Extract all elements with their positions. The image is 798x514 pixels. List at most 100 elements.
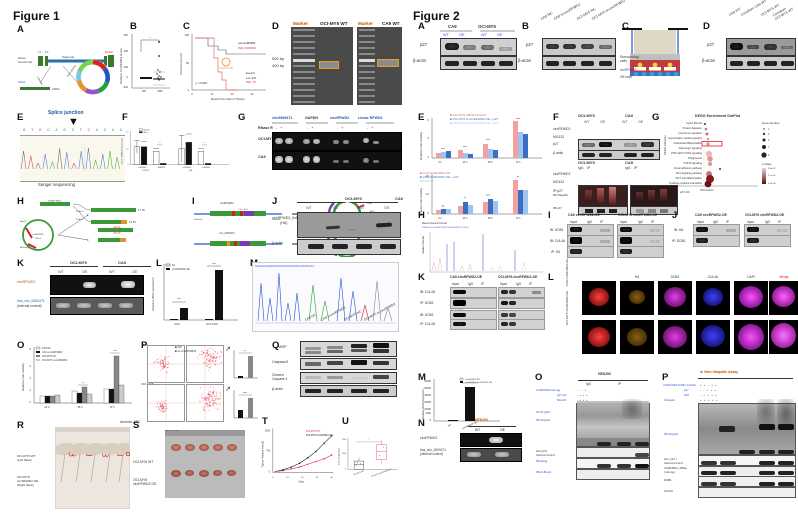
svg-text:1500: 1500 <box>265 429 271 432</box>
svg-text:CA9 NC: CA9 NC <box>42 347 51 350</box>
svg-text:cells: cells <box>620 59 627 63</box>
svg-text:48 h: 48 h <box>488 217 493 220</box>
svg-text:4: 4 <box>30 376 32 380</box>
svg-text:ns: ns <box>442 205 445 208</box>
svg-text:**: ** <box>82 382 84 385</box>
svg-text:CA9 si-circRFWD2: CA9 si-circRFWD2 <box>42 351 63 354</box>
svg-text:6: 6 <box>428 118 430 122</box>
svg-text:F1': F1' <box>45 50 49 54</box>
svg-text:KMEEGQVLSDIGATIPNSNTDEQLKENLPK: KMEEGQVLSDIGATIPNSNTDEQLKENLPK (DOB1) <box>422 226 469 229</box>
svg-text:24 h: 24 h <box>463 217 468 220</box>
svg-text:Protein digestion: Protein digestion <box>683 126 703 130</box>
svg-text:0: 0 <box>127 164 128 166</box>
svg-text:0: 0 <box>127 75 129 79</box>
svg-text:Genomic Site: Genomic Site <box>18 61 33 64</box>
svg-text:Relative RNA expression: Relative RNA expression <box>151 277 155 311</box>
svg-text:24 h: 24 h <box>44 405 50 409</box>
svg-text:OCI-MY5 WT: OCI-MY5 WT <box>353 470 365 476</box>
svg-text:50000: 50000 <box>424 387 431 390</box>
svg-text:60000: 60000 <box>424 380 431 383</box>
svg-text:Focal adhesion pathway: Focal adhesion pathway <box>674 166 703 170</box>
svg-text:spRNA: spRNA <box>18 81 26 84</box>
svg-text:Tumor Volume (mm3): Tumor Volume (mm3) <box>261 441 265 468</box>
svg-text:Th17 cell differentiation: Th17 cell differentiation <box>675 176 702 180</box>
svg-text:Days: Days <box>299 481 305 484</box>
svg-text:2: 2 <box>30 388 32 392</box>
svg-text:**: ** <box>517 175 520 179</box>
svg-text:OE cells: OE cells <box>620 75 632 79</box>
svg-text:circRFWD2: circRFWD2 <box>32 233 44 236</box>
svg-text:30: 30 <box>316 477 319 479</box>
svg-text:*: * <box>368 440 369 442</box>
svg-text:1500: 1500 <box>342 439 346 441</box>
svg-text:R2': R2' <box>109 50 114 54</box>
svg-text:**: ** <box>464 197 466 200</box>
svg-text:CA9: CA9 <box>174 322 180 326</box>
svg-text:Probe 1: Probe 1 <box>76 210 84 213</box>
svg-text:0 h: 0 h <box>438 217 442 220</box>
svg-text:relative mRNA expression level: relative mRNA expression level <box>121 138 124 165</box>
svg-text:400: 400 <box>124 49 129 53</box>
svg-text:Cytokine-cytokine interaction: Cytokine-cytokine interaction <box>669 181 703 185</box>
svg-text:40000: 40000 <box>424 394 431 397</box>
svg-text:***: *** <box>203 143 205 145</box>
svg-text:TGF-B signaling: TGF-B signaling <box>683 161 702 165</box>
svg-text:***: *** <box>159 143 161 145</box>
svg-text:72 h: 72 h <box>516 217 521 220</box>
svg-text:****: **** <box>243 391 247 395</box>
svg-text:OCI-MY5 WT: OCI-MY5 WT <box>306 430 321 433</box>
svg-text:Human: Human <box>18 57 26 60</box>
svg-text:**: ** <box>244 349 246 353</box>
svg-text:circRFWD2-OE: circRFWD2-OE <box>172 267 190 271</box>
svg-text:600: 600 <box>124 33 129 37</box>
svg-text:20: 20 <box>301 477 304 479</box>
svg-text:1: 1 <box>768 128 770 131</box>
svg-text:Osteoclast differentiation: Osteoclast differentiation <box>674 141 703 145</box>
svg-text:Wnt signaling pathway: Wnt signaling pathway <box>676 171 703 175</box>
svg-text:5.0e-03: 5.0e-03 <box>768 183 776 185</box>
svg-text:****: **** <box>463 145 467 149</box>
svg-text:***: *** <box>212 262 216 266</box>
svg-text:0: 0 <box>428 155 430 159</box>
svg-text:mRNA: mRNA <box>52 87 60 91</box>
svg-text:3: 3 <box>428 136 430 140</box>
svg-text:72 h: 72 h <box>109 405 115 409</box>
svg-text:circRFWD2: circRFWD2 <box>183 167 192 169</box>
svg-text:circRFWD2: circRFWD2 <box>620 68 637 72</box>
svg-text:Linearize: Linearize <box>36 76 44 86</box>
svg-text:OCI-MY5: OCI-MY5 <box>206 322 218 326</box>
svg-text:linRFWD2: linRFWD2 <box>203 167 211 169</box>
svg-text:Low: 8/21: Low: 8/21 <box>246 77 257 80</box>
svg-text:20000: 20000 <box>424 408 431 411</box>
svg-text:48 h: 48 h <box>488 161 493 164</box>
svg-text:1000: 1000 <box>426 412 432 415</box>
svg-text:Mock-R: Mock-R <box>144 129 151 131</box>
svg-text:Mascot Generic Format: Mascot Generic Format <box>422 222 447 225</box>
svg-text:***: *** <box>177 297 181 301</box>
svg-text:circRFWD2-WT: circRFWD2-WT <box>465 378 481 381</box>
svg-text:Months from Start of Therapy: Months from Start of Therapy <box>211 97 245 100</box>
svg-text:30000: 30000 <box>424 401 431 404</box>
svg-text:Relative circRFWD2 levels: Relative circRFWD2 levels <box>119 48 123 84</box>
svg-text:10: 10 <box>211 93 214 96</box>
svg-text:Hypertrophic cardiomyopathy: Hypertrophic cardiomyopathy <box>668 136 702 140</box>
svg-text:Adrenergic signaling: Adrenergic signaling <box>678 146 702 150</box>
svg-text:F1: F1 <box>38 50 42 54</box>
svg-text:1.0: 1.0 <box>425 192 429 196</box>
svg-text:0: 0 <box>428 211 430 215</box>
svg-text:200: 200 <box>124 65 129 69</box>
svg-text:1.5: 1.5 <box>126 132 128 134</box>
svg-text:0 h: 0 h <box>438 161 442 164</box>
svg-text:p < 0.0001: p < 0.0001 <box>195 81 208 85</box>
svg-text:Low circRFWD2: Low circRFWD2 <box>238 42 256 45</box>
svg-text:Cutoff: 11.98: Cutoff: 11.98 <box>219 67 233 70</box>
svg-text:10: 10 <box>286 477 289 479</box>
svg-text:0: 0 <box>430 419 432 422</box>
svg-text:BspQI: BspQI <box>20 221 26 223</box>
svg-text:2.7e-02: 2.7e-02 <box>768 175 776 177</box>
svg-text:105 nt: 105 nt <box>35 237 41 240</box>
svg-text:20: 20 <box>231 93 234 96</box>
svg-text:9: 9 <box>768 154 770 157</box>
svg-text:48 h: 48 h <box>77 405 83 409</box>
svg-text:8: 8 <box>30 347 32 351</box>
